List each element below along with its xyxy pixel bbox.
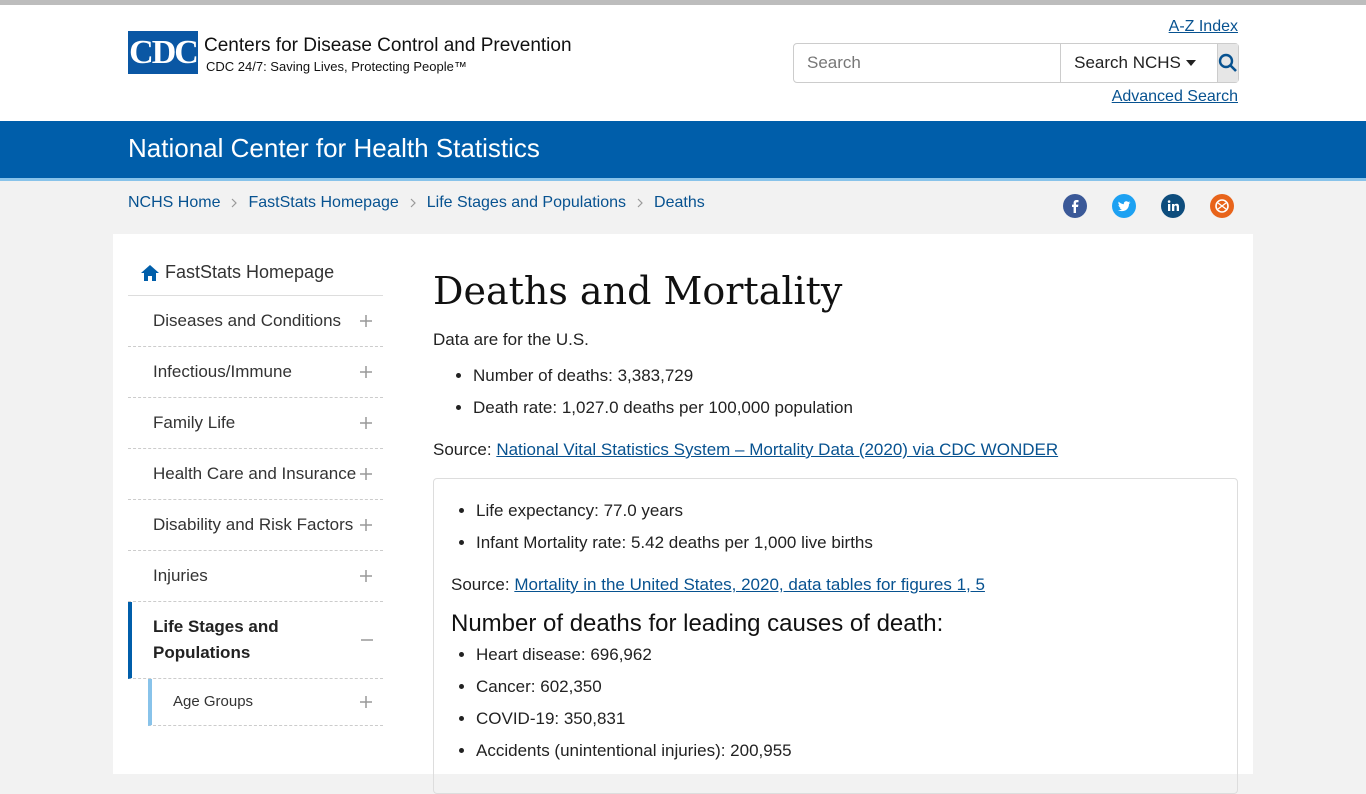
social-links xyxy=(1063,194,1234,218)
sidebar-item[interactable]: Infectious/Immune xyxy=(128,347,383,398)
search-icon xyxy=(1218,53,1237,72)
sidebar-subitem[interactable]: Age Groups xyxy=(148,679,383,726)
source-link[interactable]: National Vital Statistics System – Morta… xyxy=(496,440,1059,459)
list-item: Life expectancy: 77.0 years xyxy=(476,495,1220,527)
list-item: Number of deaths: 3,383,729 xyxy=(473,360,1238,392)
stats-box: Life expectancy: 77.0 yearsInfant Mortal… xyxy=(433,478,1238,794)
breadcrumb-link[interactable]: NCHS Home xyxy=(128,194,221,211)
list-item: Cancer: 602,350 xyxy=(476,671,1220,703)
sidebar-item[interactable]: Diseases and Conditions xyxy=(128,296,383,347)
chevron xyxy=(232,198,238,208)
home-icon xyxy=(141,264,159,281)
body: CDC Centers for Disease Control and Prev… xyxy=(0,0,1366,768)
top-bar xyxy=(0,0,1366,5)
crumb-separator xyxy=(410,198,416,208)
banner-title: National Center for Health Statistics xyxy=(128,133,540,163)
expand-icon xyxy=(360,696,372,708)
main-content: Deaths and Mortality Data are for the U.… xyxy=(433,266,1238,794)
chevron xyxy=(637,198,643,208)
tagline: CDC 24/7: Saving Lives, Protecting Peopl… xyxy=(206,59,467,74)
breadcrumb-link[interactable]: Deaths xyxy=(654,194,705,211)
source: Source: National Vital Statistics System… xyxy=(433,434,1238,466)
logo[interactable]: CDC xyxy=(128,31,199,74)
source-link[interactable]: Mortality in the United States, 2020, da… xyxy=(514,575,985,594)
advanced-search-link[interactable]: Advanced Search xyxy=(1111,88,1238,105)
list-item: Heart disease: 696,962 xyxy=(476,639,1220,671)
breadcrumb-link[interactable]: FastStats Homepage xyxy=(248,194,399,211)
caret xyxy=(1185,60,1196,66)
intro: Data are for the U.S. xyxy=(433,330,589,349)
expand-icon xyxy=(360,315,372,327)
search-input[interactable]: Search xyxy=(807,53,861,72)
sidebar-list: Diseases and Conditions Infectious/Immune… xyxy=(128,296,383,726)
sidebar-item[interactable]: Injuries xyxy=(128,551,383,602)
sidebar-item[interactable]: Life Stages and Populations xyxy=(128,602,383,679)
stats-list: Life expectancy: 77.0 yearsInfant Mortal… xyxy=(451,495,1220,559)
sidebar-home[interactable]: FastStats Homepage xyxy=(128,254,383,296)
sidebar-item-label: Life Stages and Populations xyxy=(153,617,279,662)
org-name: Centers for Disease Control and Preventi… xyxy=(204,35,572,56)
section-heading: Number of deaths for leading causes of d… xyxy=(451,610,944,637)
breadcrumb-link[interactable]: Life Stages and Populations xyxy=(426,194,627,211)
twitter-icon[interactable] xyxy=(1112,194,1136,218)
banner: National Center for Health Statistics xyxy=(0,121,1366,181)
sidebar-item-label: Family Life xyxy=(153,413,236,432)
syndication-icon[interactable] xyxy=(1210,194,1234,218)
page-title: Deaths and Mortality xyxy=(433,269,843,313)
sidebar-subitem-label: Age Groups xyxy=(173,693,254,710)
linkedin-icon[interactable] xyxy=(1161,194,1185,218)
expand-icon xyxy=(360,366,372,378)
chevron xyxy=(410,198,416,208)
source-label: Source: xyxy=(451,575,510,594)
sidebar-item[interactable]: Disability and Risk Factors xyxy=(128,500,383,551)
crumb-separator xyxy=(232,198,238,208)
source-label: Source: xyxy=(433,440,492,459)
expand-icon xyxy=(360,570,372,582)
search-scope-label: Search NCHS xyxy=(1074,53,1181,72)
facebook-icon[interactable] xyxy=(1063,194,1087,218)
source: Source: Mortality in the United States, … xyxy=(451,569,1220,601)
collapse-icon xyxy=(361,639,373,641)
list-item: COVID-19: 350,831 xyxy=(476,703,1220,735)
expand-icon xyxy=(360,417,372,429)
search-scope[interactable]: Search NCHS xyxy=(1060,44,1217,82)
content-panel xyxy=(113,234,1253,774)
page: Deaths and Mortality {"header":{"logo":"… xyxy=(0,0,1366,768)
stats-list: Number of deaths: 3,383,729Death rate: 1… xyxy=(433,360,1238,424)
sidebar-item-label: Infectious/Immune xyxy=(153,362,292,381)
expand-icon xyxy=(360,468,372,480)
sidebar-item-label: Injuries xyxy=(153,566,208,585)
sidebar-home-label: FastStats Homepage xyxy=(165,262,335,282)
list-item: Infant Mortality rate: 5.42 deaths per 1… xyxy=(476,527,1220,559)
sidebar: FastStats Homepage Diseases and Conditio… xyxy=(128,254,383,726)
search-bar: Search Search NCHS xyxy=(793,43,1239,83)
causes-list: Heart disease: 696,962Cancer: 602,350COV… xyxy=(451,639,1220,767)
sidebar-item-label: Diseases and Conditions xyxy=(153,311,342,330)
header: CDC Centers for Disease Control and Prev… xyxy=(0,5,1366,121)
sidebar-item-label: Health Care and Insurance xyxy=(153,464,357,483)
breadcrumbs: NCHS Home FastStats Homepage Life Stages a… xyxy=(128,194,705,212)
list-item: Accidents (unintentional injuries): 200,… xyxy=(476,735,1220,767)
search-button[interactable] xyxy=(1217,44,1238,82)
az-index-link[interactable]: A-Z Index xyxy=(1168,18,1238,35)
sidebar-item-label: Disability and Risk Factors xyxy=(153,515,354,534)
sidebar-item[interactable]: Family Life xyxy=(128,398,383,449)
sidebar-item[interactable]: Health Care and Insurance xyxy=(128,449,383,500)
crumb-separator xyxy=(637,198,643,208)
expand-icon xyxy=(360,519,372,531)
list-item: Death rate: 1,027.0 deaths per 100,000 p… xyxy=(473,392,1238,424)
